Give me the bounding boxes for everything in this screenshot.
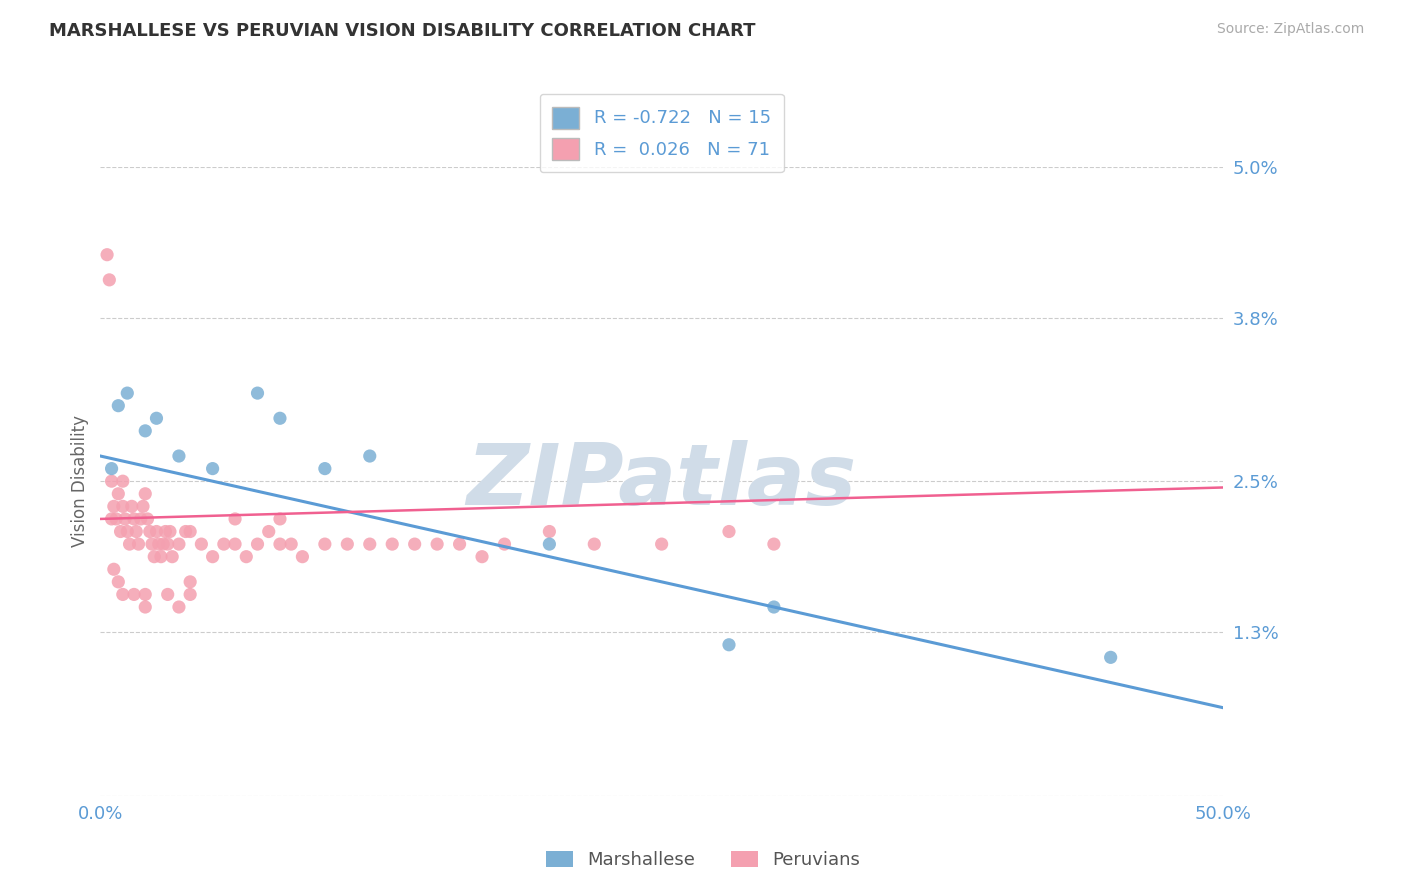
Point (111, 587, 134, 601)
Point (269, 537, 291, 551)
Point (107, 487, 129, 501)
Point (160, 549, 183, 564)
Point (134, 600, 156, 615)
Point (717, 638, 740, 652)
Point (129, 512, 152, 526)
Point (134, 424, 156, 438)
Point (167, 449, 190, 463)
Point (143, 549, 166, 564)
Point (159, 524, 181, 539)
Point (107, 399, 129, 413)
Point (105, 512, 128, 526)
Point (134, 487, 156, 501)
Point (111, 474, 134, 488)
Point (98, 273, 121, 287)
Point (117, 524, 139, 539)
Point (190, 537, 212, 551)
Point (100, 461, 122, 475)
Point (103, 500, 125, 514)
Point (100, 474, 122, 488)
Text: Source: ZipAtlas.com: Source: ZipAtlas.com (1216, 22, 1364, 37)
Point (111, 500, 134, 514)
Point (145, 524, 167, 539)
Point (100, 512, 122, 526)
Point (149, 549, 172, 564)
Point (179, 574, 201, 589)
Legend: R = -0.722   N = 15, R =  0.026   N = 71: R = -0.722 N = 15, R = 0.026 N = 71 (540, 94, 783, 172)
Point (224, 512, 246, 526)
Point (212, 537, 235, 551)
Point (359, 537, 381, 551)
Point (110, 524, 132, 539)
Point (174, 524, 197, 539)
Point (155, 524, 177, 539)
Point (235, 549, 257, 564)
Point (128, 537, 150, 551)
Point (122, 587, 145, 601)
Point (167, 537, 190, 551)
Point (280, 537, 302, 551)
Point (717, 524, 740, 539)
Point (117, 386, 139, 401)
Point (1099, 650, 1122, 665)
Point (404, 537, 426, 551)
Point (246, 537, 269, 551)
Point (152, 537, 174, 551)
Point (141, 537, 163, 551)
Point (201, 461, 224, 475)
Text: ZIPatlas: ZIPatlas (467, 440, 856, 523)
Point (314, 461, 336, 475)
Point (132, 500, 155, 514)
Point (269, 411, 291, 425)
Text: MARSHALLESE VS PERUVIAN VISION DISABILITY CORRELATION CHART: MARSHALLESE VS PERUVIAN VISION DISABILIT… (49, 22, 755, 40)
Point (103, 562, 125, 576)
Point (121, 500, 143, 514)
Point (314, 537, 336, 551)
Point (96, 248, 118, 262)
Point (224, 537, 246, 551)
Point (762, 600, 785, 615)
Point (156, 587, 179, 601)
Point (291, 549, 314, 564)
Point (583, 537, 606, 551)
Point (426, 537, 449, 551)
Point (148, 537, 170, 551)
Point (449, 537, 471, 551)
Point (179, 524, 201, 539)
Point (762, 537, 785, 551)
Point (246, 386, 269, 401)
Point (125, 524, 148, 539)
Point (359, 449, 381, 463)
Point (269, 512, 291, 526)
Point (381, 537, 404, 551)
Point (136, 512, 159, 526)
Point (139, 524, 162, 539)
Point (118, 537, 141, 551)
Point (145, 411, 167, 425)
Point (257, 524, 280, 539)
Point (156, 537, 179, 551)
Point (336, 537, 359, 551)
Point (538, 537, 561, 551)
Point (107, 574, 129, 589)
Point (179, 587, 201, 601)
Point (538, 524, 561, 539)
Point (114, 512, 136, 526)
Point (122, 512, 145, 526)
Point (201, 549, 224, 564)
Point (471, 549, 494, 564)
Legend: Marshallese, Peruvians: Marshallese, Peruvians (537, 842, 869, 879)
Point (134, 587, 156, 601)
Point (651, 537, 673, 551)
Point (167, 600, 190, 615)
Point (494, 537, 516, 551)
Y-axis label: Vision Disability: Vision Disability (72, 415, 89, 547)
